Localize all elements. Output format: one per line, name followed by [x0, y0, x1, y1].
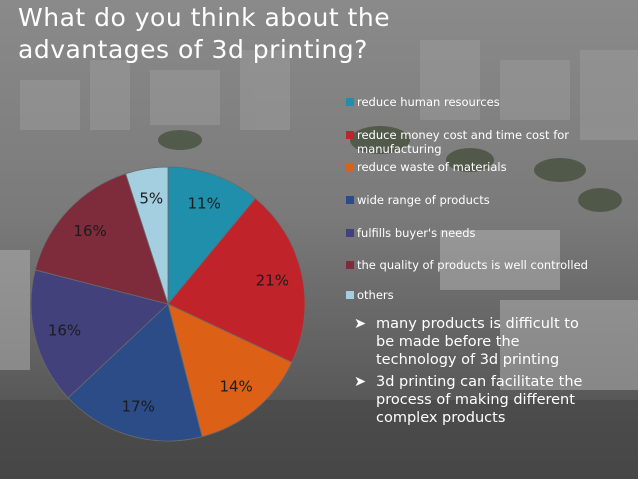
legend-label: fulfills buyer's needs: [357, 226, 476, 240]
slide-title-line-1: What do you think about the: [18, 3, 391, 32]
pie-slice: [34, 173, 169, 305]
legend-label: reduce money cost and time cost for: [357, 128, 570, 142]
legend-swatch: [346, 98, 354, 106]
pie-slice: [167, 303, 293, 438]
legend-label: wide range of products: [357, 193, 490, 207]
pie-data-label: 21%: [256, 272, 289, 290]
legend-label-continued: manufacturing: [357, 142, 442, 156]
legend-label: reduce human resources: [357, 95, 500, 109]
legend-swatch: [346, 291, 354, 299]
pie-data-label: 16%: [48, 322, 81, 340]
bullet-text-line: be made before the: [376, 334, 520, 350]
pie-slice: [67, 303, 203, 442]
legend-label: the quality of products is well controll…: [357, 258, 588, 272]
bullet-text-line: 3d printing can facilitate the: [376, 374, 583, 390]
pie-slice: [125, 166, 169, 305]
legend-swatch: [346, 229, 354, 237]
legend-label: others: [357, 288, 394, 302]
pie-slice: [30, 269, 169, 399]
pie-slice: [167, 166, 256, 306]
pie-slice: [167, 197, 306, 363]
slide-title-line-2: advantages of 3d printing?: [18, 35, 368, 64]
pie-data-label: 11%: [188, 194, 221, 212]
pie-data-label: 14%: [219, 377, 252, 395]
arrow-bullet-icon: ➤: [354, 374, 367, 390]
bullet-text-line: technology of 3d printing: [376, 352, 560, 368]
pie-data-label: 16%: [73, 222, 106, 240]
legend-label: reduce waste of materials: [357, 160, 507, 174]
bullet-text-line: complex products: [376, 410, 506, 426]
pie-data-label: 5%: [139, 189, 163, 207]
bullet-text-line: process of making different: [376, 392, 575, 408]
arrow-bullet-icon: ➤: [354, 316, 367, 332]
legend-swatch: [346, 261, 354, 269]
legend-swatch: [346, 131, 354, 139]
pie-data-label: 17%: [122, 398, 155, 416]
legend-swatch: [346, 196, 354, 204]
legend-swatch: [346, 163, 354, 171]
bullet-text-line: many products is difficult to: [376, 316, 579, 332]
